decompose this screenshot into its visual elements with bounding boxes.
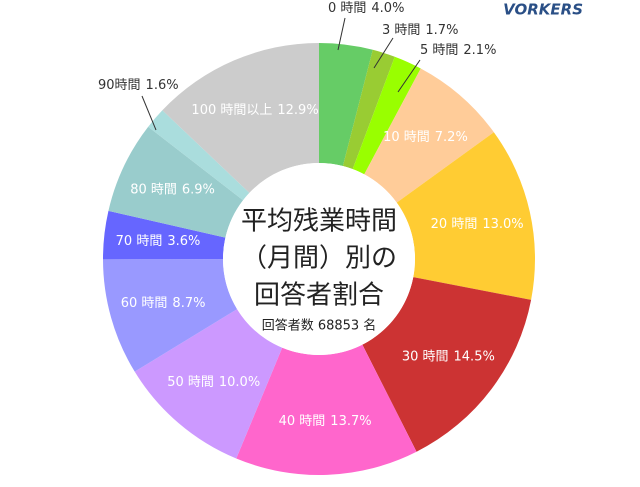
value-label: 10.0% bbox=[219, 375, 260, 390]
category-label: 10 時間 bbox=[383, 129, 430, 144]
category-label: 60 時間 bbox=[121, 296, 168, 311]
center-title: 平均残業時間 bbox=[241, 207, 397, 237]
value-label: 1.6% bbox=[146, 78, 179, 93]
slice-label: 30 時間 14.5% bbox=[402, 349, 495, 364]
donut-slice bbox=[319, 43, 373, 167]
category-label: 3 時間 bbox=[382, 23, 420, 38]
value-label: 3.6% bbox=[167, 233, 200, 248]
center-title: （月間）別の bbox=[241, 244, 397, 274]
category-label: 100 時間以上 bbox=[191, 103, 272, 118]
donut-slice bbox=[342, 49, 395, 170]
category-label: 5 時間 bbox=[420, 43, 458, 58]
value-label: 12.9% bbox=[277, 103, 318, 118]
slice-label: 80 時間 6.9% bbox=[130, 182, 215, 197]
slice-label: 5 時間 2.1% bbox=[420, 43, 496, 58]
donut-slice bbox=[103, 210, 226, 260]
value-label: 2.1% bbox=[463, 43, 496, 58]
category-label: 70 時間 bbox=[116, 233, 163, 248]
category-label: 80 時間 bbox=[130, 182, 177, 197]
slice-label: 0 時間 4.0% bbox=[328, 1, 404, 16]
value-label: 13.7% bbox=[330, 413, 371, 428]
donut-slice bbox=[103, 259, 238, 372]
leader-line bbox=[337, 17, 346, 51]
category-label: 30 時間 bbox=[402, 349, 449, 364]
value-label: 6.9% bbox=[182, 182, 215, 197]
donut-slice bbox=[236, 344, 417, 475]
slice-label: 100 時間以上 12.9% bbox=[191, 103, 318, 118]
slice-label: 40 時間 13.7% bbox=[279, 413, 372, 428]
value-label: 14.5% bbox=[454, 349, 495, 364]
value-label: 4.0% bbox=[371, 1, 404, 16]
leader-line bbox=[141, 95, 157, 131]
donut-slice bbox=[352, 56, 421, 175]
value-label: 8.7% bbox=[172, 296, 205, 311]
leader-line bbox=[397, 59, 421, 93]
slice-label: 70 時間 3.6% bbox=[116, 233, 201, 248]
donut-slice bbox=[162, 43, 319, 193]
donut-slice bbox=[364, 68, 494, 203]
leader-line bbox=[373, 37, 394, 69]
slice-label: 50 時間 10.0% bbox=[167, 375, 260, 390]
category-label: 50 時間 bbox=[167, 375, 214, 390]
value-label: 7.2% bbox=[435, 129, 468, 144]
donut-slice bbox=[396, 132, 536, 300]
donut-hole bbox=[223, 163, 415, 355]
slice-label: 90時間 1.6% bbox=[98, 78, 179, 93]
center-title: 回答者割合 bbox=[254, 281, 384, 311]
slice-label: 60 時間 8.7% bbox=[121, 296, 206, 311]
center-subtitle: 回答者数 68853 名 bbox=[262, 318, 377, 334]
slice-label: 3 時間 1.7% bbox=[382, 23, 458, 38]
category-label: 0 時間 bbox=[328, 1, 366, 16]
donut-slice bbox=[134, 309, 283, 459]
slice-label: 10 時間 7.2% bbox=[383, 129, 468, 144]
slice-label: 20 時間 13.0% bbox=[431, 216, 524, 231]
category-label: 20 時間 bbox=[431, 216, 478, 231]
value-label: 13.0% bbox=[482, 216, 523, 231]
category-label: 90時間 bbox=[98, 78, 141, 93]
donut-slice bbox=[148, 110, 250, 201]
value-label: 1.7% bbox=[425, 23, 458, 38]
donut-slice bbox=[108, 126, 244, 238]
brand-logo: VORKERS bbox=[503, 1, 583, 19]
donut-slice bbox=[362, 277, 532, 452]
category-label: 40 時間 bbox=[279, 413, 326, 428]
